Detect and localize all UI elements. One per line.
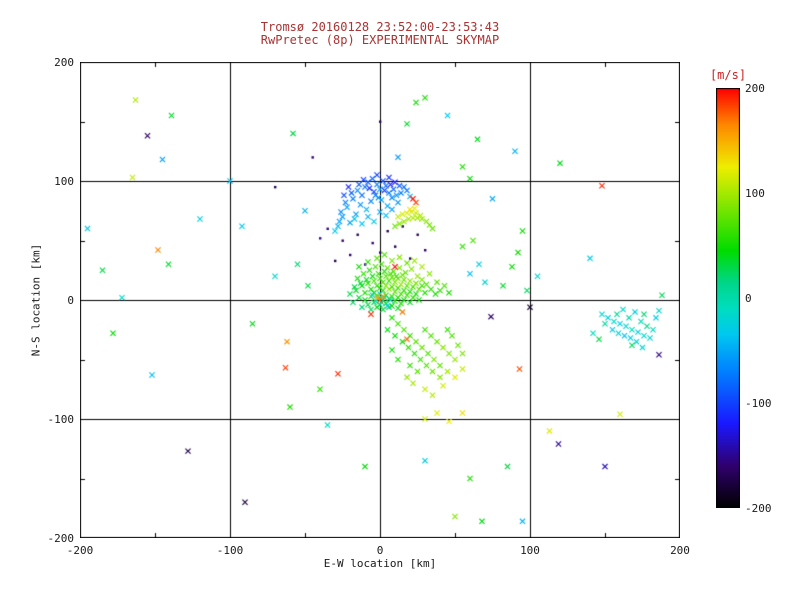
x-tick-label: -200	[66, 544, 94, 557]
y-tick-label: -200	[47, 532, 75, 545]
y-tick-label: -100	[47, 413, 75, 426]
colorbar-tick-label: 100	[745, 187, 765, 200]
x-axis-label: E-W location [km]	[323, 557, 437, 570]
y-tick-label: 200	[54, 56, 74, 69]
x-tick-label: 0	[376, 544, 384, 557]
skymap-scatter-canvas	[80, 62, 680, 538]
colorbar-tick-label: -100	[745, 397, 772, 410]
x-tick-label: 100	[520, 544, 540, 557]
y-tick-label: 100	[54, 175, 74, 188]
colorbar-units-label: [m/s]	[709, 68, 747, 82]
plot-title: Tromsø 20160128 23:52:00-23:53:43	[260, 20, 500, 34]
colorbar-tick-label: 0	[745, 292, 752, 305]
y-axis-label: N-S location [km]	[29, 243, 43, 357]
x-tick-label: 200	[670, 544, 690, 557]
colorbar-tick-label: 200	[745, 82, 765, 95]
plot-subtitle: RwPretec (8p) EXPERIMENTAL SKYMAP	[260, 33, 500, 47]
x-tick-label: -100	[216, 544, 244, 557]
colorbar-tick-label: -200	[745, 502, 772, 515]
colorbar	[716, 88, 740, 508]
y-tick-label: 0	[67, 294, 74, 307]
